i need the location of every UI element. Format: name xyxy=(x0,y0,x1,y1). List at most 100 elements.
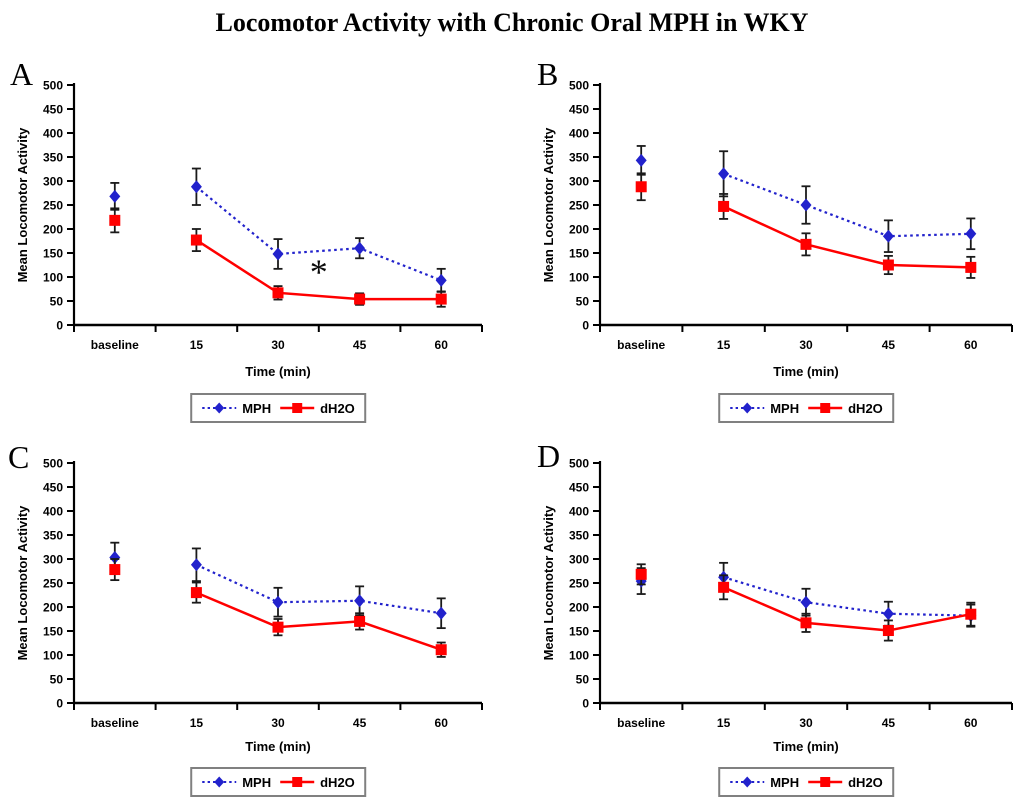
y-axis-title: Mean Locomotor Activity xyxy=(541,127,556,283)
y-tick-label: 300 xyxy=(569,553,589,567)
y-tick-label: 500 xyxy=(569,457,589,471)
legend-key-dh2o xyxy=(808,777,843,787)
x-tick-label: 15 xyxy=(190,338,204,352)
legend-label-dh2o: dH2O xyxy=(320,774,355,790)
series-line-mph xyxy=(723,576,971,617)
series-line-dh2o xyxy=(723,205,971,269)
legend-key-mph xyxy=(730,776,765,788)
axes xyxy=(593,83,1013,332)
y-tick-label: 400 xyxy=(43,505,63,519)
marker-diamond xyxy=(882,607,894,621)
series-mph xyxy=(635,145,977,253)
y-tick-label: 150 xyxy=(43,247,63,261)
marker-diamond xyxy=(882,229,894,243)
series-line-dh2o xyxy=(723,586,972,632)
x-axis-title: Time (min) xyxy=(773,364,839,379)
y-tick-label: 150 xyxy=(569,625,589,639)
marker-square xyxy=(965,608,977,620)
x-tick-label: 45 xyxy=(353,716,367,730)
series-dh2o xyxy=(635,172,977,279)
y-tick-label: 0 xyxy=(582,697,589,711)
y-tick-label: 250 xyxy=(569,577,589,591)
y-tick-label: 200 xyxy=(569,223,589,237)
legend-label-mph: MPH xyxy=(242,400,272,416)
series-dh2o xyxy=(109,207,447,308)
chart-C: 0 50 100 150 200 250 300 350 400 450 500 baseline 15… xyxy=(15,457,483,754)
series-line-dh2o xyxy=(195,238,442,301)
series-line-dh2o xyxy=(195,591,442,651)
y-tick-label: 200 xyxy=(43,223,63,237)
x-tick-label: 30 xyxy=(799,338,813,352)
marker-diamond xyxy=(435,606,447,620)
marker-diamond xyxy=(800,595,812,609)
marker-square xyxy=(354,293,366,305)
marker-diamond xyxy=(435,273,447,287)
marker-square xyxy=(718,581,730,593)
legend-label-dh2o: dH2O xyxy=(848,400,883,416)
axes xyxy=(67,461,483,710)
marker-diamond xyxy=(635,153,647,167)
marker-square xyxy=(272,621,284,633)
y-tick-label: 100 xyxy=(43,649,63,663)
y-tick-label: 400 xyxy=(569,127,589,141)
marker-diamond xyxy=(718,167,730,181)
legend: MPH dH2O xyxy=(718,393,894,423)
x-tick-label: 15 xyxy=(190,716,204,730)
marker-square xyxy=(635,568,647,580)
marker-square xyxy=(109,564,121,576)
y-tick-label: 50 xyxy=(576,295,590,309)
x-tick-label: 30 xyxy=(271,338,285,352)
series-dh2o xyxy=(635,563,977,642)
y-axis-title: Mean Locomotor Activity xyxy=(15,505,30,661)
marker-square xyxy=(435,293,447,305)
marker-diamond xyxy=(109,189,121,203)
x-tick-label: 60 xyxy=(435,338,449,352)
series-line-mph xyxy=(195,563,442,615)
marker-square xyxy=(718,200,730,212)
marker-square xyxy=(272,287,284,299)
y-tick-label: 450 xyxy=(43,103,63,117)
y-tick-label: 200 xyxy=(569,601,589,615)
panel-c: C 0 50 100 150 200 250 300 350 400 450 500 baseline… xyxy=(0,438,512,802)
x-tick-label: 30 xyxy=(271,716,285,730)
y-tick-label: 250 xyxy=(569,199,589,213)
x-tick-label: 60 xyxy=(964,338,978,352)
marker-diamond xyxy=(354,241,366,255)
legend-label-mph: MPH xyxy=(242,774,272,790)
x-tick-label: baseline xyxy=(617,716,665,730)
y-axis-title: Mean Locomotor Activity xyxy=(541,505,556,661)
y-tick-label: 500 xyxy=(569,79,589,93)
legend: MPH dH2O xyxy=(190,393,366,423)
legend-item-dh2o: dH2O xyxy=(279,401,355,416)
legend: MPH dH2O xyxy=(190,767,366,797)
y-tick-label: 400 xyxy=(43,127,63,141)
chart-A: 0 50 100 150 200 250 300 350 400 450 500 baseline 15… xyxy=(15,79,483,379)
x-tick-label: 45 xyxy=(882,338,896,352)
y-tick-label: 450 xyxy=(569,481,589,495)
marker-square xyxy=(190,587,202,599)
x-tick-label: 60 xyxy=(964,716,978,730)
x-tick-label: baseline xyxy=(91,716,139,730)
y-axis-title: Mean Locomotor Activity xyxy=(15,127,30,283)
y-tick-label: 350 xyxy=(43,151,63,165)
y-tick-label: 450 xyxy=(43,481,63,495)
panel-letter-d: D xyxy=(537,438,561,474)
series-line-mph xyxy=(723,172,971,238)
panel-a: A 0 50 100 150 200 250 300 350 400 450 500 baseline… xyxy=(0,55,512,440)
legend-item-mph: MPH xyxy=(729,401,799,416)
marker-diamond xyxy=(800,198,812,212)
legend-label-dh2o: dH2O xyxy=(320,400,355,416)
series-mph xyxy=(109,167,447,293)
y-tick-label: 250 xyxy=(43,199,63,213)
marker-diamond xyxy=(354,594,366,608)
y-tick-label: 100 xyxy=(43,271,63,285)
chart-D: 0 50 100 150 200 250 300 350 400 450 500 baseline 15… xyxy=(541,457,1013,754)
legend-item-mph: MPH xyxy=(201,401,271,416)
marker-diamond xyxy=(965,227,977,241)
series-dh2o xyxy=(109,558,447,658)
y-tick-label: 400 xyxy=(569,505,589,519)
y-tick-label: 50 xyxy=(50,673,64,687)
marker-square xyxy=(800,238,812,250)
y-tick-label: 300 xyxy=(43,553,63,567)
